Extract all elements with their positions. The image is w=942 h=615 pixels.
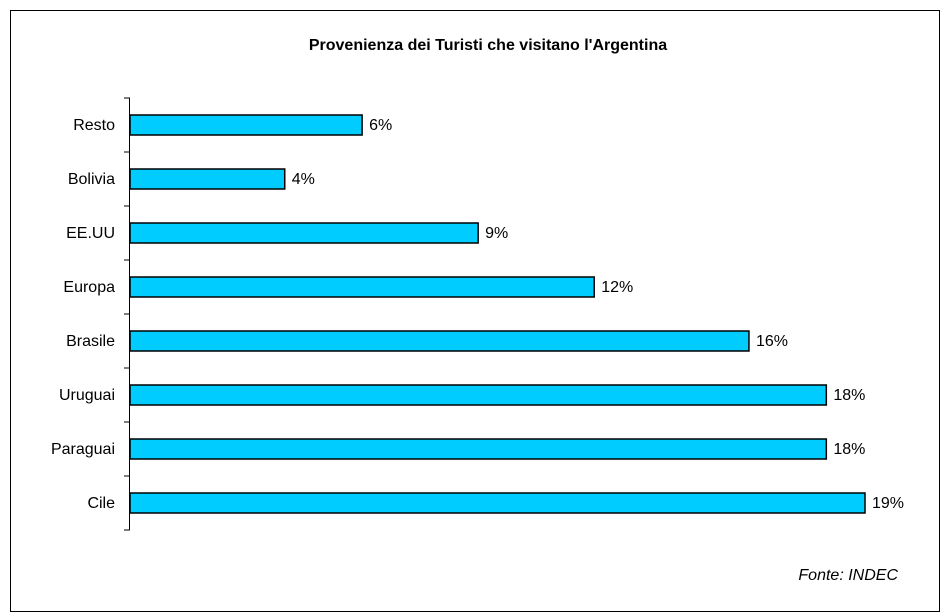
bar — [129, 222, 479, 244]
value-label: 12% — [601, 279, 633, 296]
value-label: 9% — [485, 225, 508, 242]
y-tick-label: Brasile — [66, 333, 115, 350]
value-label: 19% — [872, 495, 904, 512]
bar — [129, 438, 828, 460]
source-note: Fonte: INDEC — [798, 567, 898, 584]
bar — [129, 114, 363, 136]
y-tick-label: Europa — [63, 279, 115, 296]
bar — [129, 330, 750, 352]
bar — [129, 492, 866, 514]
y-tick-label: Cile — [87, 495, 115, 512]
y-tick-label: Uruguai — [59, 387, 115, 404]
chart-frame — [10, 10, 940, 612]
y-tick-label: Bolivia — [68, 171, 115, 188]
bar — [129, 168, 286, 190]
value-label: 16% — [756, 333, 788, 350]
bar — [129, 276, 595, 298]
value-label: 18% — [833, 441, 865, 458]
bar — [129, 384, 828, 406]
value-label: 4% — [292, 171, 315, 188]
chart-title: Provenienza dei Turisti che visitano l'A… — [309, 37, 667, 54]
value-label: 18% — [833, 387, 865, 404]
y-tick-label: EE.UU — [66, 225, 115, 242]
y-tick-label: Paraguai — [51, 441, 115, 458]
value-label: 6% — [369, 117, 392, 134]
y-tick-label: Resto — [73, 117, 115, 134]
